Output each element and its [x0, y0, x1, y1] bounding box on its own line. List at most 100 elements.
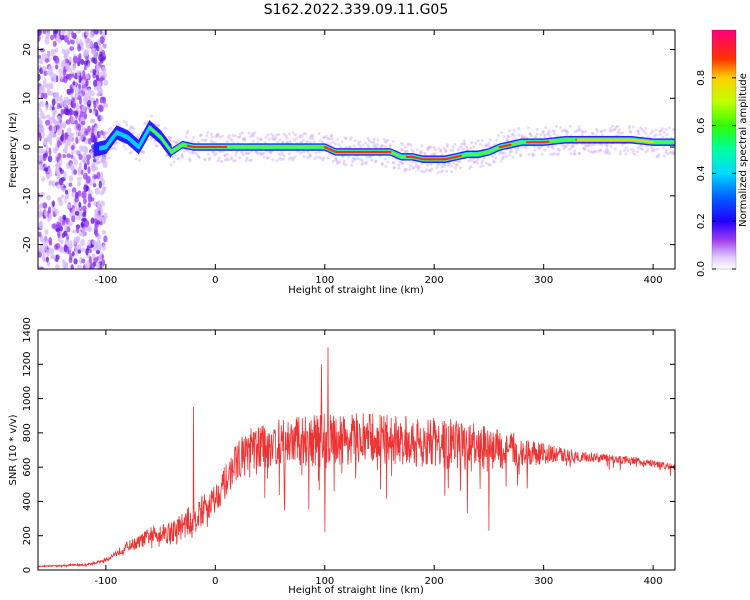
spectrogram-cell: [45, 145, 49, 152]
spectrogram-cell: [138, 158, 142, 162]
x-tick-label: 300: [534, 576, 553, 587]
spectrogram-cell: [633, 152, 637, 156]
spectrogram-cell: [265, 156, 269, 160]
spectrogram-cell: [80, 247, 86, 252]
spectrogram-cell: [175, 141, 179, 145]
spectrogram-cell: [137, 133, 141, 137]
spectrogram-cell: [334, 157, 338, 161]
spectrogram-cell: [122, 119, 126, 123]
spectrogram-cell: [112, 146, 116, 150]
spectrogram-cell: [61, 122, 66, 129]
spectrogram-cell: [99, 36, 105, 45]
spectrogram-cell: [280, 153, 284, 157]
spectrogram-cell: [302, 155, 306, 159]
spectrogram-cell: [364, 141, 368, 145]
spectrogram-cell: [51, 106, 55, 111]
spectrogram-cell: [57, 222, 62, 229]
spectrogram-cell: [94, 211, 99, 218]
spectrogram-cell: [39, 243, 45, 251]
spectrogram-cell: [194, 151, 198, 155]
spectrogram-cell: [364, 161, 368, 165]
spectrogram-cell: [505, 138, 509, 142]
spectrogram-cell: [453, 142, 457, 146]
spectrogram-cell: [226, 158, 230, 162]
spectrogram-cell: [351, 160, 355, 164]
spectrogram-cell: [419, 151, 423, 155]
spectrogram-cell: [98, 132, 102, 136]
spectrogram-cell: [662, 145, 666, 149]
snr-y-ticks: 0 200 400 600 800 1000 1200 1400: [22, 317, 675, 573]
spectrogram-cell: [365, 155, 369, 159]
spectrogram-cell: [358, 140, 362, 144]
spectrogram-cell: [313, 157, 317, 161]
spectrogram-cell: [659, 129, 663, 133]
spectrogram-cell: [223, 158, 227, 162]
spectrogram-cell: [271, 158, 275, 162]
spectrogram-cell: [226, 136, 230, 140]
spectrogram-cell: [261, 152, 265, 156]
spectrogram-cell: [87, 227, 92, 233]
spectrogram-cell: [433, 152, 437, 156]
spectrogram-cell: [93, 174, 99, 179]
spectrogram-cell: [43, 92, 48, 100]
spectrogram-cell: [99, 30, 103, 35]
spectrogram-cell: [513, 134, 517, 138]
spectrogram-cell: [81, 104, 86, 113]
spectrogram-cell: [389, 150, 392, 154]
spectrogram-cell: [74, 159, 78, 167]
spectrogram-cell: [649, 131, 653, 135]
spectrogram-cell: [528, 132, 532, 136]
spectrogram-cell: [167, 135, 171, 139]
spectrogram-cell: [44, 137, 50, 142]
spectrogram-cell: [98, 234, 102, 240]
spectrogram-cell: [565, 132, 569, 136]
spectrogram-cell: [573, 152, 577, 156]
spectrogram-cell: [98, 82, 102, 89]
spectrogram-cell: [568, 124, 572, 128]
spectrogram-cell: [407, 142, 411, 146]
spectrogram-cell: [427, 146, 431, 150]
spectrogram-cell: [590, 131, 594, 135]
spectrogram-cell: [81, 190, 87, 199]
spectrogram-cell: [223, 153, 227, 157]
spectrogram-cell: [359, 145, 363, 149]
spectrogram-cell: [264, 135, 268, 139]
spectrogram-cell: [88, 95, 92, 101]
spectrogram-cell: [401, 143, 405, 147]
spectrogram-cell: [520, 135, 524, 139]
spectrogram-cell: [176, 139, 180, 143]
spectrogram-cell: [45, 70, 51, 76]
spectrogram-cell: [465, 145, 469, 149]
spectrogram-cell: [361, 161, 365, 165]
spectrogram-cell: [83, 95, 89, 103]
spectrogram-cell: [405, 149, 409, 153]
spectrogram-cell: [101, 244, 106, 251]
spectrogram-cell: [638, 145, 642, 149]
spectrogram-cell: [592, 149, 596, 153]
spectrogram-cell: [63, 170, 67, 179]
spectrogram-cell: [399, 147, 403, 151]
spectrogram-cell: [651, 141, 654, 144]
spectrogram-cell: [560, 129, 564, 133]
spectrogram-cell: [488, 138, 492, 142]
spectrogram-cell: [87, 202, 91, 208]
spectrogram-cell: [644, 126, 648, 130]
spectrogram-cell: [69, 163, 74, 171]
spectrogram-cell: [185, 131, 189, 135]
spectrogram-cell: [501, 157, 505, 161]
spectrogram-cell: [55, 243, 61, 249]
spectrogram-cell: [63, 244, 68, 253]
spectrogram-cell: [577, 127, 581, 131]
spectrogram-cell: [252, 133, 256, 137]
colorbar-gradient: [712, 30, 736, 269]
spectrogram-cell: [62, 153, 67, 159]
spectrogram-cell: [83, 60, 89, 67]
spectrogram-cell: [352, 144, 356, 148]
spectrogram-cell: [103, 131, 107, 135]
spectrogram-cell: [587, 149, 591, 153]
spectrogram-cell: [654, 133, 658, 137]
spectrogram-cell: [106, 131, 110, 135]
spectrogram-cell: [130, 126, 134, 130]
spectrogram-cell: [100, 130, 104, 136]
spectrogram-cell: [527, 126, 531, 130]
